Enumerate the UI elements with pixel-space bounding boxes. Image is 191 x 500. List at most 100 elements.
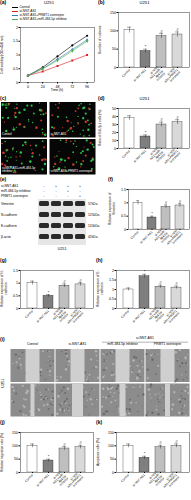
svg-text:*: * [145, 44, 147, 49]
svg-text:0: 0 [16, 471, 18, 475]
svg-text:+: + [67, 184, 69, 188]
svg-text:Vimentin: Vimentin [1, 202, 14, 206]
svg-text:si-NNT-AS1+PRMT1overexpre: si-NNT-AS1+PRMT1overexpre [64, 307, 84, 327]
svg-text:2: 2 [16, 26, 18, 30]
svg-text:*: * [151, 211, 153, 216]
svg-text:-: - [43, 184, 44, 188]
svg-text:si-NNT-AS1: si-NNT-AS1 [36, 473, 51, 488]
svg-text:50: 50 [110, 457, 114, 461]
svg-text:*: * [48, 290, 50, 295]
svg-text:Control: Control [24, 309, 34, 319]
svg-text:miR-484-5p inhibitor: miR-484-5p inhibitor [1, 189, 32, 193]
svg-text:+: + [79, 194, 81, 198]
svg-text:si-NNT-AS1: si-NNT-AS1 [1, 184, 19, 188]
svg-text:#: # [175, 439, 178, 444]
svg-text:0.5: 0.5 [13, 294, 18, 298]
svg-text:#: # [79, 440, 82, 445]
svg-text:50: 50 [14, 457, 18, 461]
svg-text:si-NNT-AS1: si-NNT-AS1 [132, 473, 147, 488]
svg-text:1.5: 1.5 [13, 39, 18, 43]
svg-text:#: # [160, 117, 163, 122]
svg-text:1.5: 1.5 [13, 269, 18, 273]
svg-text:#: # [179, 199, 182, 204]
svg-text:150: 150 [108, 431, 114, 435]
svg-text:0: 0 [16, 81, 18, 85]
svg-text:50: 50 [112, 107, 116, 111]
svg-text:#: # [79, 278, 82, 283]
svg-text:β-actin: β-actin [1, 235, 11, 239]
svg-text:100: 100 [108, 444, 114, 448]
svg-text:-: - [67, 194, 68, 198]
svg-text:-: - [55, 189, 56, 193]
svg-text:si-NNT-AS1: si-NNT-AS1 [139, 230, 154, 245]
svg-text:10: 10 [112, 139, 116, 143]
svg-text:1: 1 [112, 288, 114, 292]
svg-text:48: 48 [56, 85, 60, 89]
svg-text:1: 1 [16, 281, 18, 285]
svg-text:#: # [160, 29, 163, 34]
svg-text:si-NNT-AS1: si-NNT-AS1 [132, 309, 147, 324]
svg-text:0: 0 [124, 228, 126, 232]
svg-text:si-NNT-AS1+PRMT1overexpre: si-NNT-AS1+PRMT1overexpre [160, 307, 180, 327]
svg-text:E-cadherin: E-cadherin [1, 224, 17, 228]
svg-text:+: + [67, 189, 69, 193]
svg-text:si-NNT-AS1+PRMT1overexpre: si-NNT-AS1+PRMT1overexpre [161, 66, 181, 86]
svg-text:#: # [159, 440, 162, 445]
svg-text:-: - [43, 194, 44, 198]
svg-text:42kDa: 42kDa [88, 235, 98, 239]
svg-text:#: # [176, 115, 179, 120]
svg-text:Control: Control [130, 230, 140, 240]
svg-text:*: * [145, 130, 147, 135]
svg-text:1: 1 [124, 201, 126, 205]
svg-text:20: 20 [112, 131, 116, 135]
svg-text:*: * [144, 451, 146, 456]
svg-text:+: + [79, 184, 81, 188]
svg-text:1: 1 [16, 53, 18, 57]
svg-text:-: - [43, 189, 44, 193]
svg-text:#: # [176, 27, 179, 32]
svg-text:si-NNT-AS1+PRMT1overexpre: si-NNT-AS1+PRMT1overexpre [164, 228, 184, 248]
svg-text:125kDa: 125kDa [88, 213, 100, 217]
svg-text:1.5: 1.5 [109, 278, 114, 282]
svg-text:*: * [144, 269, 146, 274]
svg-text:100: 100 [12, 444, 18, 448]
svg-text:2: 2 [112, 269, 114, 273]
svg-text:*: * [48, 454, 50, 459]
svg-text:120kDa: 120kDa [88, 224, 100, 228]
svg-text:40: 40 [112, 115, 116, 119]
svg-text:0: 0 [114, 147, 116, 151]
svg-text:#: # [165, 200, 168, 205]
svg-text:50: 50 [112, 47, 116, 51]
svg-text:0: 0 [112, 307, 114, 311]
svg-text:0: 0 [27, 85, 29, 89]
svg-text:Control: Control [24, 473, 34, 483]
svg-text:0: 0 [114, 66, 116, 70]
svg-text:150: 150 [12, 431, 18, 435]
svg-text:Control: Control [121, 68, 131, 78]
svg-text:N-cadherin: N-cadherin [1, 213, 17, 217]
svg-text:#: # [175, 281, 178, 286]
svg-text:si-NNT-AS1: si-NNT-AS1 [133, 68, 148, 83]
svg-text:#: # [63, 279, 66, 284]
svg-text:1.5: 1.5 [121, 188, 126, 192]
svg-text:72: 72 [70, 85, 74, 89]
svg-text:si-NNT-AS1+PRMT1overexpre: si-NNT-AS1+PRMT1overexpre [161, 147, 181, 167]
svg-text:100: 100 [110, 29, 116, 33]
svg-text:0.5: 0.5 [13, 67, 18, 71]
svg-text:-: - [79, 189, 80, 193]
svg-text:PRMT1 overexpre: PRMT1 overexpre [1, 194, 28, 198]
svg-text:#: # [159, 280, 162, 285]
svg-text:150: 150 [110, 11, 116, 15]
svg-text:#: # [63, 442, 66, 447]
svg-text:Control: Control [121, 149, 131, 159]
svg-text:-: - [55, 194, 56, 198]
svg-text:0.5: 0.5 [109, 297, 114, 301]
svg-text:30: 30 [112, 123, 116, 127]
svg-text:+: + [55, 184, 57, 188]
svg-text:96: 96 [85, 85, 89, 89]
svg-text:0: 0 [112, 471, 114, 475]
svg-text:Control: Control [120, 473, 130, 483]
svg-text:57kDa: 57kDa [88, 202, 98, 206]
svg-text:si-NNT-AS1: si-NNT-AS1 [36, 309, 51, 324]
svg-text:si-NNT-AS1+PRMT1overexpre: si-NNT-AS1+PRMT1overexpre [160, 471, 180, 491]
